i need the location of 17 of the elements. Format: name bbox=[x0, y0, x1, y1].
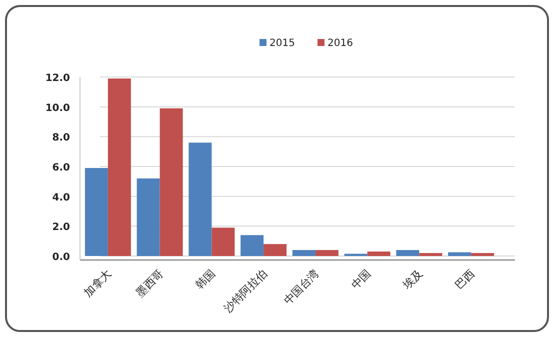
y-tick-label: 6.0 bbox=[52, 162, 70, 174]
y-tick-label: 0.0 bbox=[52, 252, 70, 263]
x-tick-label: 巴西 bbox=[452, 266, 478, 292]
x-tick-label: 加拿大 bbox=[82, 266, 114, 300]
x-tick-label: 韩国 bbox=[193, 266, 218, 292]
legend-label: 2016 bbox=[328, 38, 353, 49]
x-tick-label: 墨西哥 bbox=[133, 266, 166, 300]
y-tick-label: 2.0 bbox=[52, 222, 70, 234]
x-tick-label: 沙特阿拉伯 bbox=[222, 266, 270, 316]
x-tick-label: 中国台湾 bbox=[281, 266, 322, 308]
y-tick-label: 12.0 bbox=[45, 73, 70, 84]
x-tick-label: 埃及 bbox=[400, 266, 426, 292]
legend-label: 2015 bbox=[270, 38, 295, 49]
y-tick-label: 10.0 bbox=[45, 102, 70, 114]
y-tick-label: 4.0 bbox=[52, 192, 70, 204]
x-tick-label: 中国 bbox=[348, 266, 374, 292]
y-tick-label: 8.0 bbox=[52, 132, 70, 144]
